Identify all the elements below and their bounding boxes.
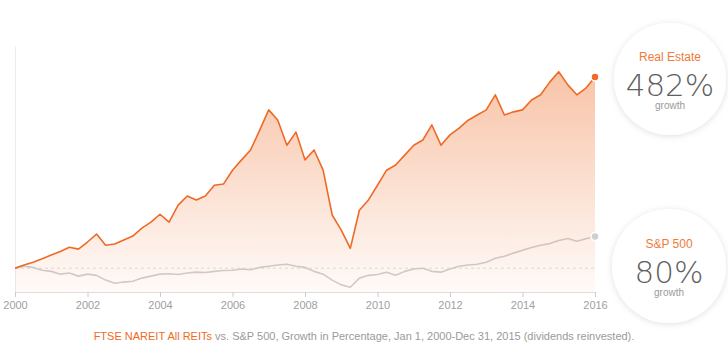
series-annotation: growth <box>654 287 684 298</box>
x-tick-mark <box>233 292 234 297</box>
data-label: 80% <box>635 254 704 290</box>
data-label: 482% <box>626 67 715 103</box>
x-tick-label: 2002 <box>76 299 100 311</box>
label-bubble <box>614 23 726 135</box>
x-tick-mark <box>305 292 306 297</box>
plot-area <box>15 72 595 292</box>
x-tick: 2016 <box>583 292 607 311</box>
x-tick: 2004 <box>148 292 172 311</box>
x-tick-label: 2008 <box>293 299 317 311</box>
y-axis-line <box>15 47 16 293</box>
x-tick-label: 2006 <box>221 299 245 311</box>
x-tick-label: 2016 <box>583 299 607 311</box>
series-line <box>15 72 595 268</box>
x-tick-mark <box>15 292 16 297</box>
caption-part: vs. S&P 500, Growth in Percentage, Jan 1… <box>212 330 634 342</box>
series-annotation: growth <box>655 100 685 111</box>
x-tick-mark <box>523 292 524 297</box>
x-tick: 2014 <box>511 292 535 311</box>
x-tick: 2000 <box>3 292 27 311</box>
x-tick-label: 2004 <box>148 299 172 311</box>
x-tick: 2002 <box>76 292 100 311</box>
x-tick: 2006 <box>221 292 245 311</box>
y-axis <box>15 47 17 293</box>
chart: 2000 2002 2004 2006 2008 2010 2012 2014 2016 Real… <box>0 0 728 358</box>
labels: Real Estate482%growthS&P 50080%growth <box>612 23 726 323</box>
x-tick-mark <box>450 292 451 297</box>
x-tick: 2008 <box>293 292 317 311</box>
label-bubble <box>612 209 726 323</box>
end-point <box>591 232 599 240</box>
x-tick-label: 2014 <box>511 299 535 311</box>
x-tick-label: 2000 <box>3 299 27 311</box>
x-tick-mark <box>160 292 161 297</box>
series-name: S&P 500 <box>645 237 692 251</box>
x-tick-mark <box>88 292 89 297</box>
x-tick: 2012 <box>438 292 462 311</box>
end-point <box>591 73 599 81</box>
x-tick-label: 2012 <box>438 299 462 311</box>
x-axis: 2000 2002 2004 2006 2008 2010 2012 2014 2016 <box>3 292 607 311</box>
end-points <box>591 73 599 241</box>
caption-part: FTSE NAREIT All REITs <box>94 330 212 342</box>
x-tick: 2010 <box>366 292 390 311</box>
x-tick-mark <box>595 292 596 297</box>
series-name: Real Estate <box>639 50 701 64</box>
caption: FTSE NAREIT All REITs vs. S&P 500, Growt… <box>0 330 728 342</box>
x-tick-mark <box>378 292 379 297</box>
x-tick-label: 2010 <box>366 299 390 311</box>
series-area <box>15 72 595 292</box>
